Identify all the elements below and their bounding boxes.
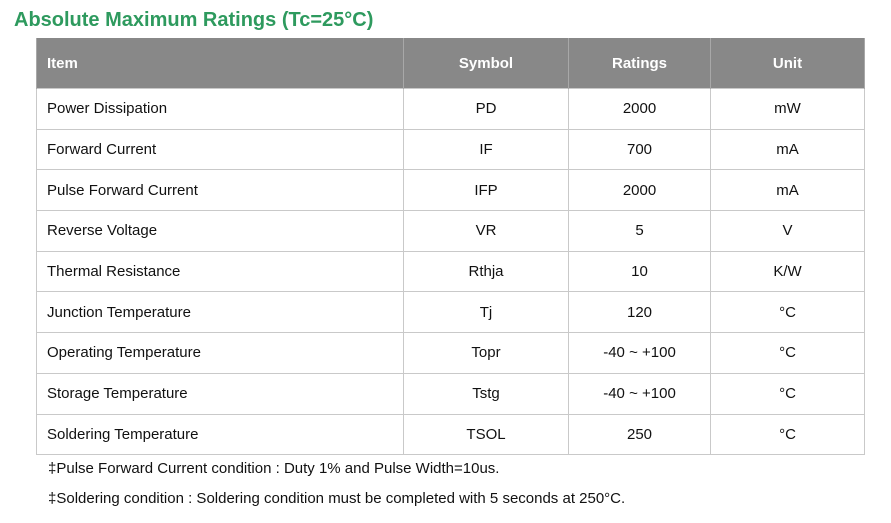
- table-row: Reverse Voltage VR 5 V: [36, 210, 865, 252]
- cell-unit: V: [710, 210, 865, 252]
- cell-item: Power Dissipation: [36, 88, 404, 130]
- table-row: Storage Temperature Tstg -40 ~ +100 °C: [36, 372, 865, 415]
- cell-unit: °C: [710, 332, 865, 374]
- cell-rating: 2000: [568, 169, 711, 212]
- cell-item: Forward Current: [36, 128, 404, 171]
- cell-symbol: Rthja: [403, 250, 569, 293]
- cell-item: Soldering Temperature: [36, 413, 404, 456]
- cell-symbol: TSOL: [403, 413, 569, 456]
- cell-symbol: Tstg: [403, 372, 569, 415]
- cell-symbol: IF: [403, 128, 569, 171]
- table-header: Item Symbol Ratings Unit: [36, 38, 865, 89]
- header-unit: Unit: [710, 38, 865, 89]
- header-row: Item Symbol Ratings Unit: [36, 38, 865, 89]
- cell-rating: -40 ~ +100: [568, 332, 711, 374]
- cell-symbol: IFP: [403, 169, 569, 212]
- cell-rating: -40 ~ +100: [568, 372, 711, 415]
- cell-symbol: VR: [403, 210, 569, 252]
- cell-item: Operating Temperature: [36, 332, 404, 374]
- table-row: Pulse Forward Current IFP 2000 mA: [36, 169, 865, 212]
- cell-unit: °C: [710, 413, 865, 456]
- cell-unit: mA: [710, 169, 865, 212]
- cell-item: Reverse Voltage: [36, 210, 404, 252]
- cell-rating: 700: [568, 128, 711, 171]
- cell-rating: 10: [568, 250, 711, 293]
- table-row: Soldering Temperature TSOL 250 °C: [36, 413, 865, 456]
- table-row: Operating Temperature Topr -40 ~ +100 °C: [36, 332, 865, 374]
- cell-rating: 120: [568, 291, 711, 334]
- cell-symbol: Topr: [403, 332, 569, 374]
- cell-item: Junction Temperature: [36, 291, 404, 334]
- cell-rating: 250: [568, 413, 711, 456]
- header-item: Item: [36, 38, 404, 89]
- cell-unit: mA: [710, 128, 865, 171]
- table-body: Power Dissipation PD 2000 mW Forward Cur…: [36, 88, 865, 456]
- header-symbol: Symbol: [403, 38, 569, 89]
- header-ratings: Ratings: [568, 38, 711, 89]
- cell-rating: 2000: [568, 88, 711, 130]
- footnote-pulse-current: ‡Pulse Forward Current condition : Duty …: [48, 460, 500, 477]
- cell-symbol: PD: [403, 88, 569, 130]
- cell-item: Storage Temperature: [36, 372, 404, 415]
- table-row: Forward Current IF 700 mA: [36, 128, 865, 171]
- cell-item: Pulse Forward Current: [36, 169, 404, 212]
- cell-symbol: Tj: [403, 291, 569, 334]
- table-row: Power Dissipation PD 2000 mW: [36, 88, 865, 130]
- cell-unit: °C: [710, 372, 865, 415]
- table-row: Junction Temperature Tj 120 °C: [36, 291, 865, 334]
- table-row: Thermal Resistance Rthja 10 K/W: [36, 250, 865, 293]
- cell-rating: 5: [568, 210, 711, 252]
- cell-item: Thermal Resistance: [36, 250, 404, 293]
- cell-unit: K/W: [710, 250, 865, 293]
- ratings-table: Item Symbol Ratings Unit Power Dissipati…: [36, 38, 865, 456]
- cell-unit: mW: [710, 88, 865, 130]
- page-title: Absolute Maximum Ratings (Tc=25°C): [14, 9, 374, 31]
- cell-unit: °C: [710, 291, 865, 334]
- footnote-soldering: ‡Soldering condition : Soldering conditi…: [48, 490, 626, 507]
